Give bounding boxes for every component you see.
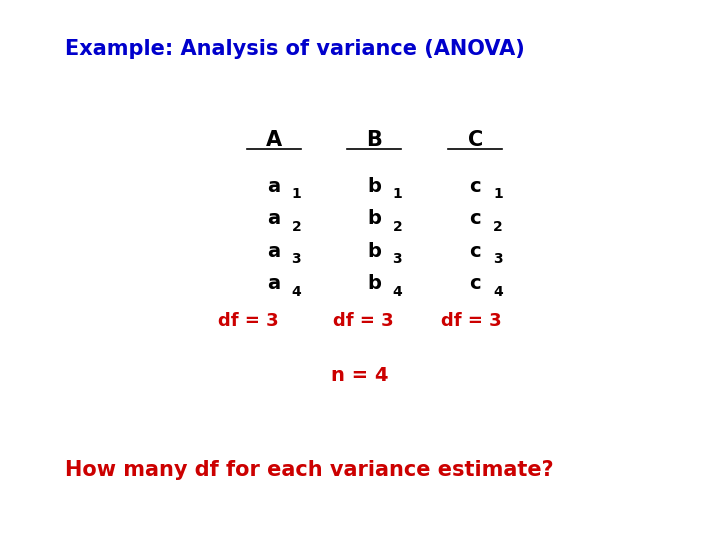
Text: df = 3: df = 3 — [333, 312, 394, 330]
Text: 2: 2 — [292, 220, 302, 234]
Text: c: c — [469, 274, 481, 293]
Text: a: a — [267, 274, 280, 293]
Text: n = 4: n = 4 — [331, 366, 389, 385]
Text: 1: 1 — [493, 187, 503, 201]
Text: 4: 4 — [493, 285, 503, 299]
Text: b: b — [367, 177, 382, 196]
Text: c: c — [469, 241, 481, 261]
Text: a: a — [267, 177, 280, 196]
Text: df = 3: df = 3 — [218, 312, 279, 330]
Text: 2: 2 — [493, 220, 503, 234]
Text: 3: 3 — [493, 252, 503, 266]
Text: c: c — [469, 177, 481, 196]
Text: 3: 3 — [292, 252, 301, 266]
Text: a: a — [267, 209, 280, 228]
Text: 1: 1 — [292, 187, 302, 201]
Text: Example: Analysis of variance (ANOVA): Example: Analysis of variance (ANOVA) — [65, 38, 525, 59]
Text: 4: 4 — [292, 285, 302, 299]
Text: c: c — [469, 209, 481, 228]
Text: df = 3: df = 3 — [441, 312, 502, 330]
Text: C: C — [467, 130, 483, 151]
Text: b: b — [367, 241, 382, 261]
Text: b: b — [367, 209, 382, 228]
Text: How many df for each variance estimate?: How many df for each variance estimate? — [65, 460, 554, 480]
Text: A: A — [266, 130, 282, 151]
Text: 4: 4 — [392, 285, 402, 299]
Text: a: a — [267, 241, 280, 261]
Text: b: b — [367, 274, 382, 293]
Text: 3: 3 — [392, 252, 402, 266]
Text: B: B — [366, 130, 382, 151]
Text: 2: 2 — [392, 220, 402, 234]
Text: 1: 1 — [392, 187, 402, 201]
